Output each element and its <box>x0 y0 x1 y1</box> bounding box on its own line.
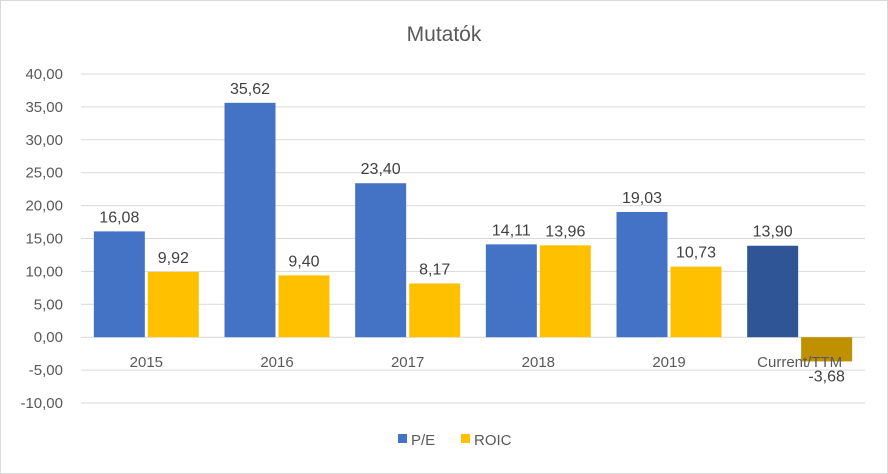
bar-pe <box>616 211 668 338</box>
category-label: 2016 <box>260 354 293 371</box>
category-label: 2015 <box>130 354 163 371</box>
y-tick-label: -5,00 <box>29 362 63 379</box>
bar-pe <box>747 245 799 338</box>
data-label: 16,08 <box>99 209 139 226</box>
data-label: 8,17 <box>419 261 450 278</box>
data-label: 13,96 <box>545 223 585 240</box>
bar-roic <box>539 245 591 338</box>
legend-label: ROIC <box>474 432 512 449</box>
bar-roic <box>409 283 461 338</box>
y-tick-label: 40,00 <box>25 66 63 83</box>
bar-pe <box>224 102 276 338</box>
data-label: 9,40 <box>288 253 319 270</box>
category-labels: 2015 2016 2017 2018 2019 Current/TTM <box>130 354 843 371</box>
category-label: 2019 <box>652 354 685 371</box>
y-tick-label: -10,00 <box>20 395 63 412</box>
y-axis-ticks: 40,00 35,00 30,00 25,00 20,00 15,00 10,00 5,00 0… <box>20 66 63 412</box>
y-tick-label: 15,00 <box>25 231 63 248</box>
data-label: 19,03 <box>622 190 662 207</box>
y-tick-label: 10,00 <box>25 263 63 280</box>
y-tick-label: 25,00 <box>25 165 63 182</box>
legend-swatch <box>461 434 470 443</box>
legend-swatch <box>398 434 407 443</box>
gridlines <box>81 73 865 404</box>
data-label: 35,62 <box>230 81 270 98</box>
category-label: Current/TTM <box>757 354 842 371</box>
bar-pe <box>485 244 537 338</box>
data-labels: 16,08 9,92 35,62 9,40 23,40 8,17 14,11 13,96 19,… <box>99 81 845 386</box>
legend: P/E ROIC <box>398 432 512 449</box>
data-label: 23,40 <box>361 161 401 178</box>
data-label: 13,90 <box>753 224 793 241</box>
y-tick-label: 30,00 <box>25 132 63 149</box>
bar-roic <box>670 266 722 338</box>
bars <box>93 102 853 362</box>
bar-pe <box>93 231 145 338</box>
data-label: -3,68 <box>808 368 845 385</box>
data-label: 10,73 <box>676 245 716 262</box>
chart-title: Mutatók <box>407 23 482 46</box>
data-label: 9,92 <box>158 250 189 267</box>
y-tick-label: 35,00 <box>25 99 63 116</box>
category-label: 2018 <box>522 354 555 371</box>
bar-roic <box>278 275 330 338</box>
bar-pe <box>355 183 407 338</box>
category-label: 2017 <box>391 354 424 371</box>
y-tick-label: 5,00 <box>34 296 63 313</box>
data-label: 14,11 <box>492 222 531 239</box>
bar-roic <box>801 337 853 362</box>
y-tick-label: 20,00 <box>25 198 63 215</box>
y-tick-label: 0,00 <box>34 329 63 346</box>
legend-label: P/E <box>411 432 435 449</box>
bar-roic <box>147 271 199 338</box>
